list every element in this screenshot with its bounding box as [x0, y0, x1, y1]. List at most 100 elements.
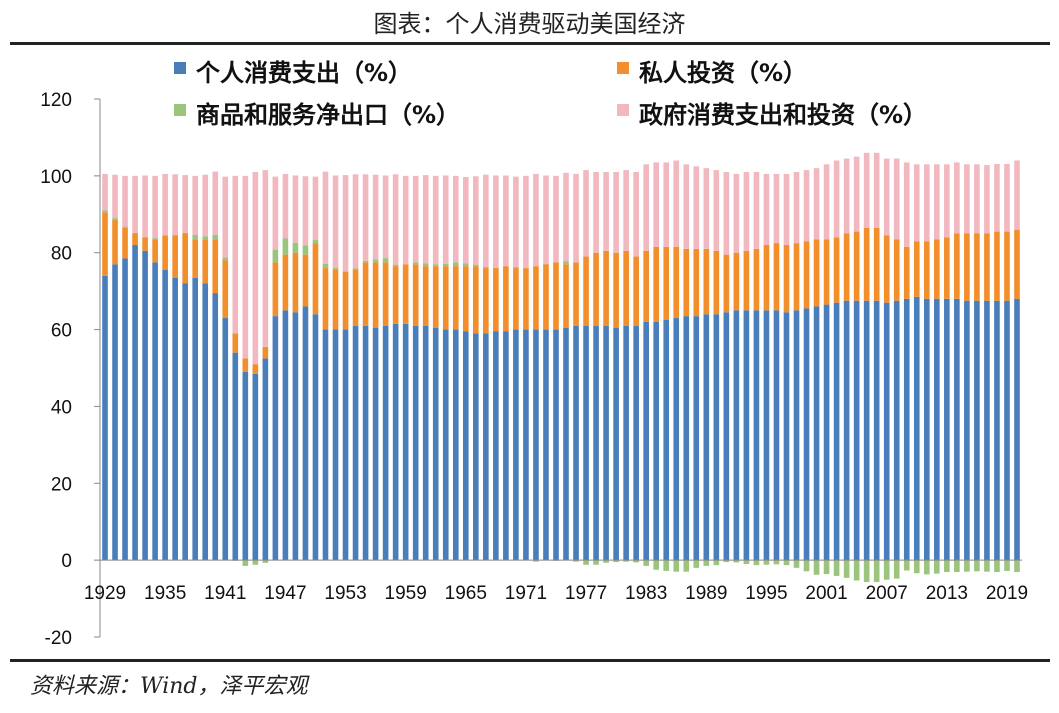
bar-net-exports	[623, 560, 629, 562]
bar-net-exports	[332, 267, 339, 271]
bar-investment	[292, 252, 299, 313]
stacked-bar-chart: -20 0 20 40 60 80 100 120 1929 1935 1941 1947 1953 19…	[40, 59, 1028, 649]
bar-consumption	[944, 298, 950, 561]
bar-government	[813, 168, 820, 240]
y-tick-label: 80	[51, 244, 72, 265]
bar-investment	[643, 250, 649, 322]
bar-consumption	[312, 314, 319, 561]
bar-investment	[162, 235, 168, 271]
bar-investment	[893, 239, 900, 301]
bar-consumption	[813, 306, 820, 561]
bar-investment	[793, 243, 800, 311]
x-tick-label: 1971	[505, 583, 547, 604]
bar-net-exports	[563, 261, 569, 265]
bar-consumption	[853, 300, 860, 561]
bar-government	[994, 163, 1000, 232]
bar-net-exports	[873, 560, 880, 583]
bar-government	[172, 174, 178, 236]
bar-investment	[483, 268, 489, 334]
bar-government	[803, 170, 810, 242]
bar-net-exports	[833, 560, 840, 576]
y-tick-label: 0	[61, 551, 72, 572]
bar-government	[873, 152, 880, 228]
bar-net-exports	[663, 560, 670, 571]
bar-consumption	[553, 329, 559, 561]
bar-consumption	[302, 306, 309, 561]
bar-consumption	[513, 329, 519, 561]
bar-net-exports	[944, 560, 950, 573]
bar-consumption	[382, 325, 389, 561]
bar-consumption	[462, 331, 469, 561]
bar-net-exports	[693, 560, 700, 568]
bar-government	[653, 162, 660, 247]
bar-net-exports	[903, 560, 910, 571]
bar-consumption	[342, 329, 349, 561]
y-tick-label: 100	[40, 167, 72, 188]
bar-net-exports	[242, 560, 249, 566]
bar-consumption	[473, 333, 479, 561]
bar-consumption	[663, 319, 670, 561]
bar-investment	[573, 262, 579, 326]
bar-net-exports	[613, 560, 619, 563]
legend-consumption-label: 个人消费支出（%）	[196, 59, 412, 87]
bar-government	[984, 165, 990, 234]
bar-government	[432, 175, 439, 265]
bar-government	[483, 174, 489, 267]
bar-net-exports	[934, 560, 940, 574]
bar-investment	[182, 233, 188, 284]
x-tick-label: 1977	[565, 583, 607, 604]
bar-government	[974, 164, 980, 234]
bar-consumption	[322, 329, 329, 561]
bar-investment	[994, 231, 1000, 301]
bar-consumption	[332, 329, 339, 561]
bar-government	[693, 166, 700, 249]
bar-consumption	[573, 325, 579, 561]
bar-net-exports	[322, 263, 329, 269]
bar-investment	[1004, 231, 1010, 301]
x-tick-label: 2013	[926, 583, 968, 604]
bar-investment	[713, 250, 720, 315]
bar-investment	[723, 254, 730, 313]
bar-investment	[883, 235, 890, 303]
bar-government	[332, 175, 339, 268]
x-tick-label: 1989	[685, 583, 727, 604]
bar-consumption	[272, 316, 279, 561]
bar-net-exports	[412, 262, 419, 265]
bar-government	[523, 175, 529, 269]
bar-government	[513, 176, 519, 267]
y-tick-label: 20	[51, 474, 72, 495]
bar-consumption	[683, 316, 690, 561]
bar-consumption	[693, 316, 700, 561]
bar-consumption	[232, 352, 239, 561]
bar-government	[793, 172, 800, 244]
bar-net-exports	[743, 560, 750, 564]
bar-consumption	[934, 298, 940, 561]
bar-investment	[503, 266, 509, 332]
source-note: 资料来源：Wind，泽平宏观	[30, 674, 308, 699]
bar-government	[162, 173, 168, 236]
bar-investment	[252, 364, 259, 374]
bar-net-exports	[452, 262, 459, 267]
bar-net-exports	[793, 560, 800, 568]
bar-government	[843, 158, 850, 234]
bar-net-exports	[593, 560, 599, 565]
bar-net-exports	[292, 242, 299, 253]
bar-consumption	[783, 312, 790, 561]
x-tick-label: 1953	[324, 583, 366, 604]
bar-government	[623, 170, 629, 251]
bar-consumption	[352, 325, 359, 561]
bar-net-exports	[533, 560, 539, 562]
bar-government	[783, 173, 790, 246]
bar-net-exports	[302, 245, 309, 255]
bar-consumption	[402, 323, 409, 561]
bar-net-exports	[753, 560, 760, 566]
bar-consumption	[392, 323, 399, 561]
bar-consumption	[893, 300, 900, 561]
bar-investment	[623, 250, 629, 326]
bar-net-exports	[513, 266, 519, 269]
bar-government	[743, 172, 750, 251]
bar-net-exports	[583, 560, 589, 565]
bar-net-exports	[272, 249, 279, 263]
bar-net-exports	[382, 258, 389, 263]
bar-net-exports	[192, 235, 199, 240]
